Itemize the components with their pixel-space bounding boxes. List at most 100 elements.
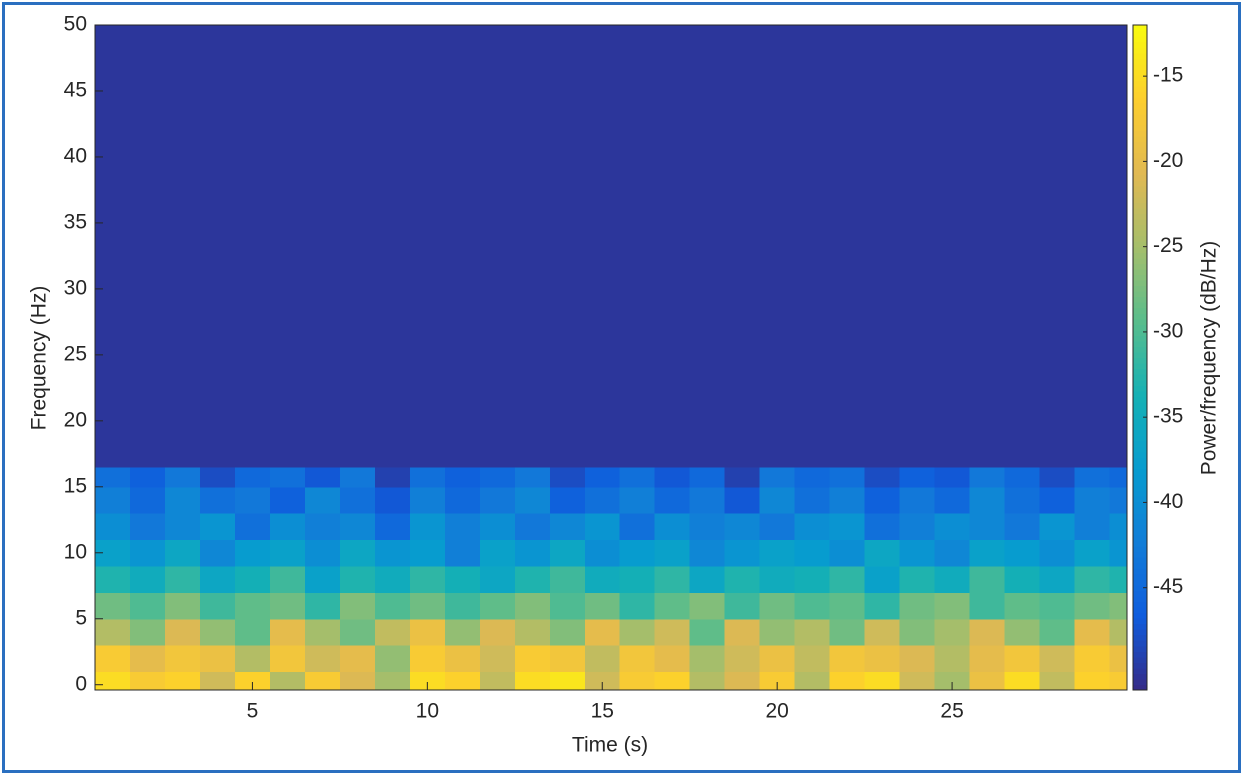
heatmap-cell — [934, 671, 971, 691]
colorbar-segment — [1133, 285, 1147, 292]
heatmap-cell — [1004, 671, 1041, 691]
heatmap-cell — [129, 513, 166, 541]
heatmap-cell — [899, 671, 936, 691]
heatmap-cell — [654, 592, 691, 620]
colorbar-segment — [1133, 557, 1147, 564]
colorbar-segment — [1133, 213, 1147, 220]
colorbar-segment — [1133, 451, 1147, 458]
heatmap-cell — [934, 565, 971, 593]
colorbar-segment — [1133, 191, 1147, 198]
heatmap-cell — [1074, 645, 1111, 673]
colorbar-segment — [1133, 401, 1147, 408]
colorbar-tick-label: -20 — [1153, 149, 1183, 172]
y-tick-label: 15 — [64, 474, 87, 497]
heatmap-cell — [619, 25, 656, 468]
colorbar-segment — [1133, 235, 1147, 242]
heatmap-cell — [829, 486, 866, 514]
heatmap-cell — [1109, 486, 1128, 514]
heatmap-cell — [934, 539, 971, 567]
heatmap-cell — [549, 25, 586, 468]
heatmap-cell — [339, 565, 376, 593]
x-tick-label: 5 — [247, 700, 259, 723]
heatmap-cell — [444, 645, 481, 673]
colorbar-segment — [1133, 185, 1147, 192]
heatmap-cell — [95, 25, 131, 468]
heatmap-cell — [129, 592, 166, 620]
heatmap-cell — [339, 467, 376, 488]
heatmap-cell — [409, 565, 446, 593]
heatmap-cell — [864, 645, 901, 673]
heatmap-cell — [794, 618, 831, 646]
heatmap-cell — [619, 671, 656, 691]
heatmap-cell — [129, 671, 166, 691]
heatmap-cell — [1109, 539, 1128, 567]
colorbar-segment — [1133, 291, 1147, 298]
colorbar-segment — [1133, 224, 1147, 231]
heatmap-cell — [234, 513, 271, 541]
heatmap-cell — [899, 592, 936, 620]
colorbar-segment — [1133, 507, 1147, 514]
colorbar-segment — [1133, 180, 1147, 187]
heatmap-cell — [234, 618, 271, 646]
heatmap-cell — [1039, 486, 1076, 514]
heatmap-cell — [444, 25, 481, 468]
colorbar-segment — [1133, 479, 1147, 486]
heatmap-cell — [1074, 671, 1111, 691]
heatmap-cell — [199, 671, 236, 691]
heatmap-cell — [934, 486, 971, 514]
heatmap-cell — [829, 565, 866, 593]
colorbar-segment — [1133, 357, 1147, 364]
colorbar-segment — [1133, 146, 1147, 154]
heatmap-cell — [864, 467, 901, 488]
heatmap-cell — [514, 565, 551, 593]
y-tick-label: 50 — [64, 13, 87, 36]
colorbar-segment — [1133, 58, 1147, 65]
colorbar-segment — [1133, 396, 1147, 403]
heatmap-cell — [95, 486, 131, 514]
heatmap-cell — [864, 513, 901, 541]
heatmap-cell — [1109, 25, 1128, 468]
y-tick-label: 20 — [64, 408, 87, 431]
colorbar-segment — [1133, 246, 1147, 253]
colorbar-segment — [1133, 69, 1147, 76]
heatmap-cell — [339, 671, 376, 691]
heatmap-cell — [654, 671, 691, 691]
heatmap-cell — [479, 486, 516, 514]
colorbar-segment — [1133, 562, 1147, 569]
heatmap-cell — [724, 592, 761, 620]
colorbar-segment — [1133, 124, 1147, 131]
heatmap-cell — [129, 645, 166, 673]
heatmap-cell — [199, 618, 236, 646]
heatmap-cell — [794, 467, 831, 488]
colorbar-segment — [1133, 529, 1147, 536]
heatmap-cell — [1004, 486, 1041, 514]
heatmap-cell — [724, 645, 761, 673]
heatmap-cell — [374, 513, 411, 541]
colorbar-segment — [1133, 307, 1147, 314]
heatmap-cell — [1039, 645, 1076, 673]
heatmap-cell — [934, 592, 971, 620]
colorbar-segment — [1133, 573, 1147, 580]
heatmap-cell — [654, 539, 691, 567]
heatmap-cell — [95, 513, 131, 541]
heatmap-cell — [374, 565, 411, 593]
heatmap-cell — [584, 618, 621, 646]
colorbar-segment — [1133, 551, 1147, 558]
heatmap-cell — [339, 539, 376, 567]
colorbar-segment — [1133, 673, 1147, 680]
heatmap-cell — [304, 645, 341, 673]
heatmap-cell — [304, 539, 341, 567]
heatmap-cell — [899, 513, 936, 541]
heatmap-cell — [199, 592, 236, 620]
heatmap-cell — [269, 486, 306, 514]
heatmap-cell — [479, 565, 516, 593]
heatmap-cell — [969, 645, 1006, 673]
heatmap-cell — [969, 25, 1006, 468]
colorbar-segment — [1133, 130, 1147, 137]
colorbar-segment — [1133, 540, 1147, 547]
heatmap-cell — [584, 467, 621, 488]
colorbar-segment — [1133, 662, 1147, 669]
heatmap-cell — [794, 592, 831, 620]
colorbar-segment — [1133, 257, 1147, 264]
heatmap-cell — [864, 565, 901, 593]
